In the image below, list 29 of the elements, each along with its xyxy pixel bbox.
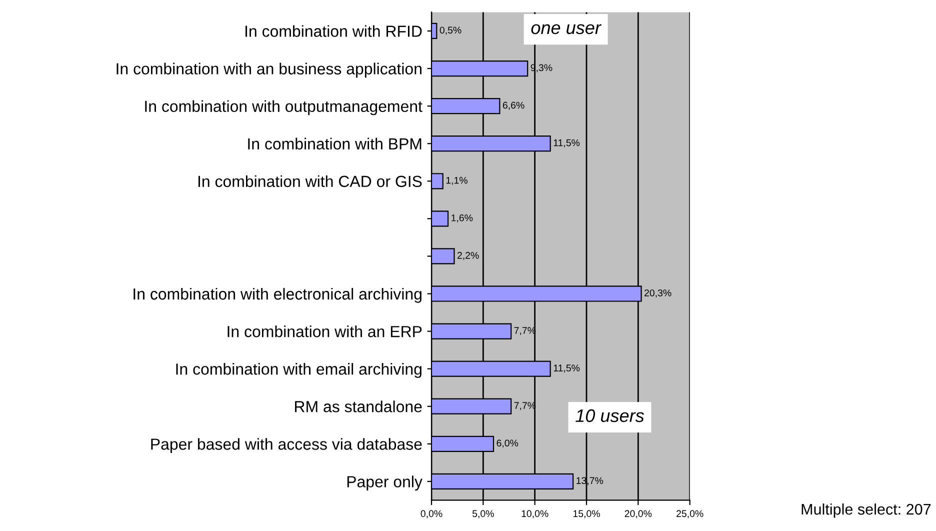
x-tick-label: 5,0%	[472, 510, 494, 518]
x-tick-label: 20,0%	[624, 510, 652, 518]
y-tick-label: In combination with an business application	[116, 62, 422, 78]
y-tick-label: In combination with RFID	[246, 25, 422, 37]
data-label: 1,6%	[452, 214, 473, 222]
data-label: 6,0%	[496, 440, 518, 448]
data-label: 1,1%	[446, 176, 468, 185]
y-tick-label: RM as standalone	[295, 400, 422, 412]
data-label: 0,5%	[440, 26, 462, 35]
x-tick-label: 15,0%	[573, 510, 600, 518]
data-label: 6,6%	[502, 102, 524, 110]
y-tick-label: In combination with outputmanagement	[145, 100, 422, 116]
y-tick-label: Paper only	[347, 476, 422, 491]
data-label: 11,5%	[554, 364, 580, 373]
y-tick-label: Paper based with access via database	[151, 438, 422, 453]
data-label: 20,3%	[644, 289, 672, 298]
y-tick-label: In combination with email archiving	[176, 363, 422, 378]
x-tick-label: 25,0%	[676, 510, 704, 518]
data-label: 11,5%	[554, 139, 580, 148]
annotation: 10 users	[576, 409, 644, 422]
text: Multiple select: 207	[802, 503, 931, 518]
y-tick-label: In combination with CAD or GIS	[198, 175, 422, 188]
data-label: 2,2%	[457, 252, 479, 260]
y-tick-label: In combination with an ERP	[228, 325, 422, 338]
y-tick-label: In combination with BPM	[248, 138, 422, 150]
y-tick-label: In combination with electronical archiving	[134, 288, 422, 303]
x-tick-label: 0,0%	[420, 510, 442, 518]
x-tick-label: 10,0%	[522, 510, 548, 518]
annotation: one user	[531, 24, 602, 34]
